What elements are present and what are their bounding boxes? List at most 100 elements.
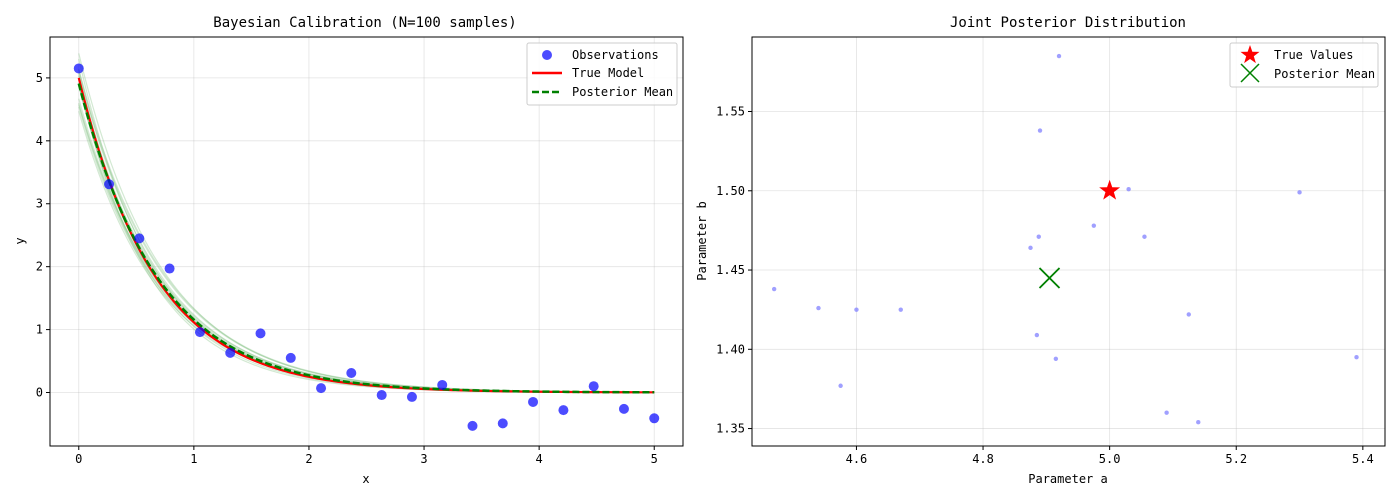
observation-point — [225, 347, 236, 358]
observation-point — [558, 405, 569, 416]
observation-point — [528, 396, 539, 407]
observation-point — [497, 418, 508, 429]
calibration-y-tick-label: 0 — [36, 386, 43, 400]
posterior-y-tick-label: 1.50 — [716, 184, 745, 198]
posterior-plot-frame — [751, 36, 1386, 447]
posterior-sample-point — [1091, 223, 1097, 228]
posterior-sample-point — [838, 383, 843, 388]
posterior-sample-curve — [78, 79, 655, 393]
posterior-ticks: 4.6 4.8 5.0 5.2 5.4 1.35 1.40 1.45 1.50 1.55 — [716, 105, 1374, 466]
posterior-sample-point — [771, 286, 777, 292]
legend-true-values-marker — [1240, 45, 1260, 64]
calibration-x-tick-label: 2 — [305, 452, 312, 466]
posterior-sample-curve — [78, 72, 655, 393]
calibration-legend: Observations True Model Posterior Mean — [526, 42, 678, 106]
posterior-sample-point — [1186, 312, 1191, 317]
calibration-y-tick-label: 3 — [36, 197, 43, 211]
posterior-sample-point — [1126, 186, 1131, 192]
posterior-sample-curve — [78, 104, 655, 393]
legend-posterior-mean-label-right: Posterior Mean — [1274, 67, 1375, 81]
posterior-mean-marker-stroke — [1038, 267, 1061, 289]
posterior-y-axis-label: Parameter b — [695, 201, 709, 280]
posterior-sample-point — [1196, 420, 1201, 425]
posterior-sample-point — [1036, 234, 1041, 239]
observation-point — [376, 390, 387, 401]
posterior-sample-point — [854, 307, 859, 312]
posterior-mean-curve — [77, 83, 655, 394]
posterior-y-tick-label: 1.35 — [716, 422, 745, 436]
calibration-plot-frame — [49, 36, 684, 447]
posterior-sample-points — [771, 53, 1359, 425]
calibration-x-tick-label: 1 — [190, 452, 197, 466]
calibration-legend-box — [526, 42, 678, 106]
observation-point — [649, 413, 660, 424]
legend-posterior-mean-label: Posterior Mean — [572, 85, 673, 99]
observation-point — [73, 63, 84, 74]
calibration-x-tick-label: 5 — [651, 452, 658, 466]
observation-point — [437, 379, 448, 390]
posterior-grid — [752, 37, 1385, 446]
posterior-sample-curve — [78, 83, 655, 393]
observation-point — [406, 391, 417, 402]
posterior-legend-box — [1229, 42, 1379, 88]
posterior-y-tick-label: 1.55 — [716, 105, 745, 119]
posterior-sample-curve — [78, 98, 655, 393]
calibration-y-tick-label: 1 — [36, 323, 43, 337]
posterior-sample-curve — [78, 102, 655, 393]
posterior-sample-curve — [78, 84, 655, 393]
posterior-x-axis-label: Parameter a — [1028, 472, 1107, 486]
observation-point — [316, 383, 327, 394]
posterior-x-tick-label: 4.6 — [846, 452, 868, 466]
posterior-sample-curve — [78, 111, 655, 393]
observation-point — [346, 368, 357, 379]
posterior-sample-curve — [78, 84, 655, 393]
posterior-sample-point — [1056, 53, 1062, 59]
posterior-markers — [1038, 179, 1121, 289]
posterior-sample-point — [1142, 234, 1147, 239]
posterior-sample-point — [1164, 410, 1169, 415]
posterior-sample-point — [816, 305, 821, 311]
posterior-x-tick-label: 5.2 — [1225, 452, 1247, 466]
observation-point — [285, 352, 296, 363]
calibration-x-axis-label: x — [362, 472, 369, 486]
observation-point — [164, 263, 175, 274]
observation-point — [255, 328, 266, 339]
posterior-sample-point — [1034, 332, 1040, 338]
posterior-sample-point — [1354, 355, 1359, 360]
calibration-x-tick-label: 0 — [75, 452, 82, 466]
legend-posterior-mean-marker — [1240, 63, 1260, 83]
true-model-curve — [77, 77, 655, 394]
observation-point — [194, 327, 205, 338]
posterior-sample-curve — [78, 75, 655, 393]
posterior-sample-curve — [78, 69, 655, 393]
posterior-y-tick-label: 1.45 — [716, 263, 745, 277]
model-curves — [77, 77, 655, 394]
true-values-marker — [1099, 179, 1121, 200]
observation-points — [73, 63, 660, 431]
legend-observations-marker — [542, 50, 552, 60]
posterior-x-tick-label: 4.8 — [972, 452, 994, 466]
posterior-sample-point — [1028, 245, 1033, 251]
posterior-chart-title: Joint Posterior Distribution — [950, 15, 1186, 31]
observation-point — [134, 233, 145, 244]
calibration-x-tick-label: 3 — [420, 452, 427, 466]
posterior-sample-point — [898, 307, 903, 312]
observation-point — [618, 403, 629, 414]
observation-point — [104, 179, 115, 190]
calibration-chart-title: Bayesian Calibration (N=100 samples) — [213, 15, 516, 31]
posterior-sample-point — [1037, 128, 1043, 133]
observation-point — [467, 420, 478, 431]
calibration-ticks: 0 1 2 3 4 5 0 1 2 3 4 5 — [36, 71, 658, 466]
legend-observations-label: Observations — [572, 48, 659, 62]
calibration-y-tick-label: 5 — [36, 71, 43, 85]
posterior-x-tick-label: 5.0 — [1099, 452, 1121, 466]
calibration-y-tick-label: 4 — [36, 134, 43, 148]
legend-true-values-label: True Values — [1274, 48, 1353, 62]
legend-true-model-label: True Model — [572, 66, 644, 80]
calibration-y-tick-label: 2 — [36, 260, 43, 274]
calibration-y-axis-label: y — [13, 237, 27, 244]
posterior-sample-point — [1297, 190, 1302, 195]
posterior-legend: True Values Posterior Mean — [1229, 42, 1379, 88]
posterior-sample-curve — [78, 85, 655, 393]
